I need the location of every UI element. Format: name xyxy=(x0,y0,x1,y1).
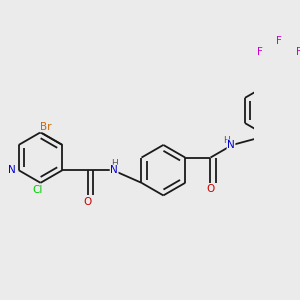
Text: Cl: Cl xyxy=(33,185,43,195)
Text: F: F xyxy=(296,47,300,57)
Text: O: O xyxy=(83,197,92,207)
Text: Br: Br xyxy=(40,122,51,132)
Text: F: F xyxy=(256,47,262,57)
Text: N: N xyxy=(110,165,118,175)
Text: N: N xyxy=(8,165,16,175)
Text: H: H xyxy=(224,136,230,145)
Text: O: O xyxy=(206,184,214,194)
Text: F: F xyxy=(277,36,282,46)
Text: N: N xyxy=(227,140,235,150)
Text: H: H xyxy=(111,159,118,168)
